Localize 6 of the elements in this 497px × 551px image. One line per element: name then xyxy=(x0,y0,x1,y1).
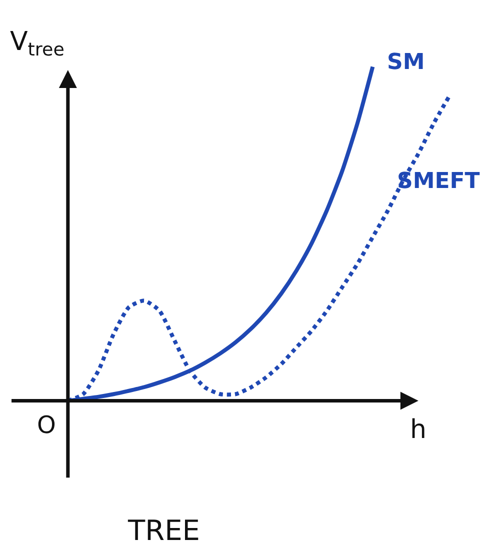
x-axis-title: h xyxy=(410,415,426,445)
text: TREE xyxy=(127,514,200,547)
series-label: SM xyxy=(387,50,425,75)
series-label: SMEFT xyxy=(397,169,480,194)
text: O xyxy=(37,411,56,439)
y-axis-title: V$_{tree}$ xyxy=(10,27,64,60)
